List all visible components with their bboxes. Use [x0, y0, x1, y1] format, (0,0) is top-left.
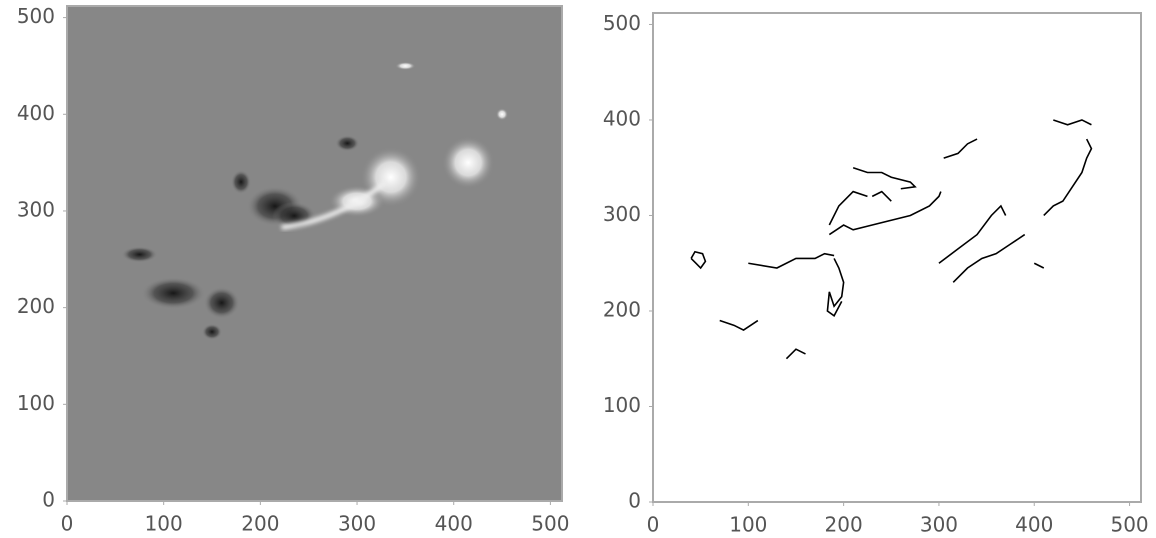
x-tick-label: 300	[338, 512, 376, 536]
axes: 0 100 200 300 400 500 0 100 200 300 400 500	[603, 11, 1149, 537]
bright-region	[395, 61, 416, 70]
y-tick-label: 0	[42, 488, 55, 512]
x-tick-label: 200	[825, 513, 863, 537]
contour-line	[952, 233, 1026, 283]
contour-line	[938, 204, 1007, 264]
contour-line	[871, 190, 892, 202]
y-tick-label: 300	[17, 197, 55, 221]
y-tick-label: 100	[603, 393, 641, 417]
x-tick-label: 200	[241, 512, 279, 536]
image	[653, 13, 1141, 502]
contour-line	[1053, 119, 1092, 126]
y-tick-label: 500	[17, 4, 55, 28]
x-tick-label: 100	[729, 513, 767, 537]
contour-line	[852, 166, 917, 190]
contour-line	[785, 348, 806, 360]
dark-region	[203, 286, 240, 319]
x-tick-label: 400	[435, 512, 473, 536]
contour-line	[748, 252, 835, 269]
y-tick-label: 400	[603, 106, 641, 130]
y-tick-label: 0	[628, 489, 641, 513]
y-tick-label: 200	[603, 297, 641, 321]
contour-line	[943, 138, 978, 159]
x-tick-label: 400	[1015, 513, 1053, 537]
contour-line	[1043, 138, 1093, 217]
y-tick-label: 300	[603, 202, 641, 226]
x-tick-label: 0	[647, 513, 660, 537]
dark-region	[231, 169, 252, 194]
contour-line	[828, 190, 868, 226]
contour-line	[826, 258, 845, 317]
contour-line	[828, 191, 942, 236]
y-tick-label: 200	[17, 294, 55, 318]
axes: 0 100 200 300 400 500 0 100 200 300 400 500	[17, 4, 570, 535]
contour-line	[690, 250, 707, 270]
contour-line	[719, 319, 759, 332]
x-tick-label: 500	[1110, 513, 1148, 537]
dark-region	[141, 277, 206, 310]
x-tick-label: 100	[145, 512, 183, 536]
x-tick-label: 500	[531, 512, 569, 536]
dark-region	[202, 323, 223, 340]
y-tick-label: 400	[17, 101, 55, 125]
dark-region	[335, 135, 360, 152]
y-tick-label: 100	[17, 391, 55, 415]
x-tick-label: 0	[61, 512, 74, 536]
contour-line	[1033, 262, 1045, 269]
bright-ridge	[281, 180, 388, 230]
x-tick-label: 300	[920, 513, 958, 537]
y-tick-label: 500	[603, 11, 641, 35]
axes-frame	[652, 12, 1142, 503]
bright-region	[496, 108, 509, 121]
bright-region	[442, 136, 495, 189]
dark-region	[121, 246, 158, 263]
axes-frame	[66, 5, 563, 502]
